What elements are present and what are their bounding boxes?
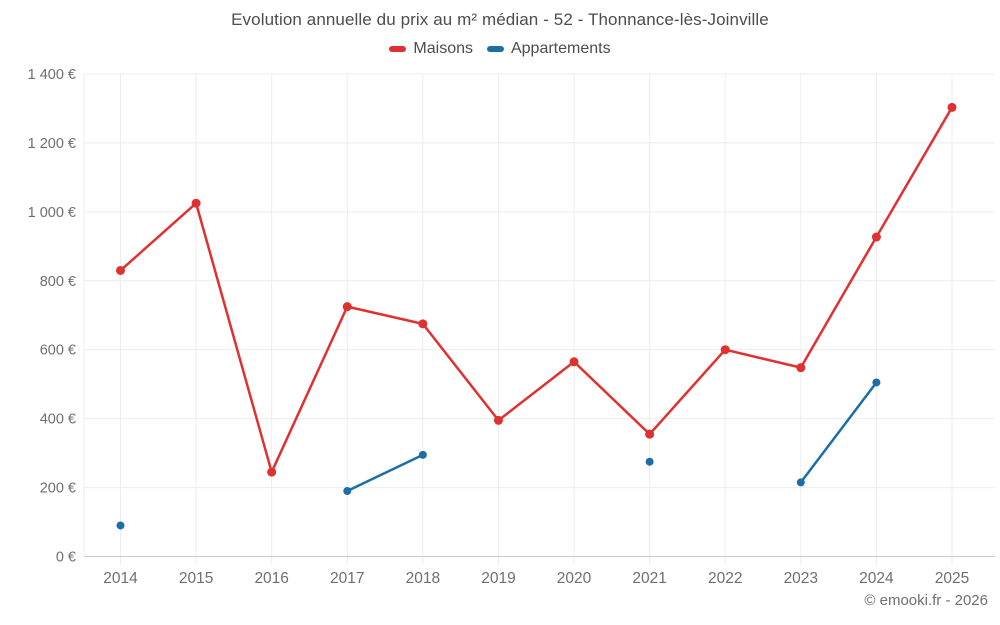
x-tick-label: 2021 xyxy=(632,570,666,587)
x-tick-label: 2018 xyxy=(406,570,440,587)
data-point-appartements-2018[interactable] xyxy=(418,450,427,459)
watermark-credit: © emooki.fr - 2026 xyxy=(864,592,988,609)
y-tick-label: 0 € xyxy=(56,550,76,566)
x-tick-label: 2017 xyxy=(330,570,364,587)
legend-label-appartements: Appartements xyxy=(510,40,611,57)
x-tick-label: 2019 xyxy=(481,570,515,587)
legend-item-appartements[interactable]: Appartements xyxy=(486,40,611,58)
legend-item-maisons[interactable]: Maisons xyxy=(389,40,473,58)
data-point-maisons-2025[interactable] xyxy=(947,102,957,112)
x-tick-label: 2025 xyxy=(935,570,969,587)
data-point-maisons-2019[interactable] xyxy=(493,415,503,425)
maisons-series-swatch-icon xyxy=(389,46,407,52)
x-tick-label: 2024 xyxy=(859,570,894,587)
y-tick-label: 800 € xyxy=(40,274,76,290)
data-point-maisons-2020[interactable] xyxy=(569,357,579,367)
data-point-appartements-2021[interactable] xyxy=(645,457,654,466)
data-point-maisons-2021[interactable] xyxy=(645,429,655,439)
data-point-maisons-2014[interactable] xyxy=(116,265,125,275)
data-point-maisons-2024[interactable] xyxy=(871,232,881,242)
data-point-appartements-2023[interactable] xyxy=(796,478,805,487)
legend-label-maisons: Maisons xyxy=(413,40,473,57)
series-line-maisons xyxy=(119,106,954,474)
series-line-appartements xyxy=(346,453,425,493)
series-line-appartements xyxy=(799,381,878,484)
data-point-appartements-2017[interactable] xyxy=(343,487,352,496)
data-point-maisons-2023[interactable] xyxy=(796,363,806,373)
data-point-appartements-2014[interactable] xyxy=(116,521,125,530)
legend: Maisons Appartements xyxy=(0,40,1000,58)
chart-title: Evolution annuelle du prix au m² médian … xyxy=(231,10,769,29)
x-tick-label: 2016 xyxy=(254,570,288,587)
data-point-appartements-2024[interactable] xyxy=(872,378,881,387)
y-tick-label: 400 € xyxy=(40,412,76,428)
data-point-maisons-2017[interactable] xyxy=(342,302,352,312)
x-tick-label: 2015 xyxy=(179,570,213,587)
x-tick-label: 2020 xyxy=(557,570,592,587)
data-point-maisons-2022[interactable] xyxy=(720,345,730,355)
x-tick-label: 2014 xyxy=(103,570,138,587)
x-tick-label: 2022 xyxy=(708,570,742,587)
y-tick-label: 1 400 € xyxy=(28,67,76,83)
data-point-maisons-2015[interactable] xyxy=(191,198,201,208)
data-point-maisons-2018[interactable] xyxy=(418,319,428,329)
y-tick-label: 200 € xyxy=(40,481,76,497)
appartements-series-swatch-icon xyxy=(486,46,504,52)
x-tick-label: 2023 xyxy=(784,570,818,587)
y-tick-label: 1 200 € xyxy=(28,136,76,152)
y-tick-label: 1 000 € xyxy=(28,205,76,221)
y-tick-label: 600 € xyxy=(40,343,76,359)
data-point-maisons-2016[interactable] xyxy=(267,467,277,477)
